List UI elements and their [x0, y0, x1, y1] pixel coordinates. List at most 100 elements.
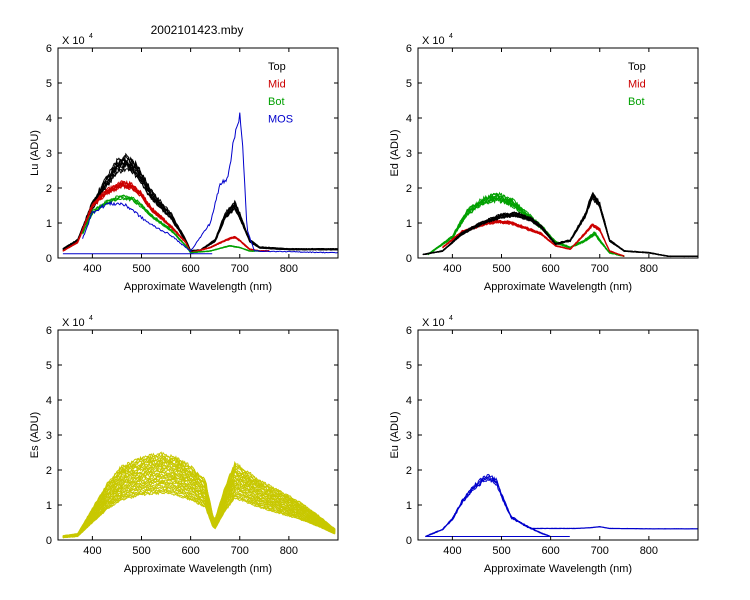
es-y-tick-label: 5 — [46, 360, 52, 372]
ed-y-multiplier: X 10 — [422, 35, 445, 47]
es-plot-area — [62, 451, 336, 539]
eu-series-eu-line — [425, 473, 551, 537]
ed-y-tick-label: 5 — [406, 78, 412, 90]
lu-panel: 400 500 600 700 800 0 1 2 3 4 5 6 X 10 4 Approximate W… — [29, 33, 339, 293]
es-panel: 400 500 600 700 800 0 1 2 3 4 5 6 X 10 4 Approximate W… — [29, 315, 339, 575]
es-series-es-line — [62, 479, 336, 538]
lu-series-mid-line — [62, 181, 270, 254]
ed-series-bot-line — [427, 191, 625, 257]
es-x-tick-label: 600 — [181, 545, 199, 557]
ed-series-top-line — [422, 196, 698, 258]
es-y-axis-label: Es (ADU) — [29, 412, 41, 458]
eu-plot-area — [425, 473, 698, 538]
lu-x-tick-label: 600 — [181, 263, 199, 275]
ed-y-tick-label: 3 — [406, 148, 412, 160]
ed-panel: 400 500 600 700 800 0 1 2 3 4 5 6 X 10 4 Approximate W… — [389, 33, 699, 293]
es-x-tick-label: 700 — [231, 545, 249, 557]
lu-series-mid-line — [62, 184, 270, 254]
ed-series-bot-line — [427, 193, 625, 257]
eu-y-tick-label: 5 — [406, 360, 412, 372]
lu-legend-mos: MOS — [268, 114, 293, 126]
ed-y-tick-label: 6 — [406, 43, 412, 55]
lu-x-tick-label: 400 — [83, 263, 101, 275]
ed-plot-area — [422, 191, 698, 258]
es-series-es-line — [62, 480, 336, 538]
es-x-tick-label: 500 — [132, 545, 150, 557]
eu-y-tick-label: 0 — [406, 535, 412, 547]
ed-x-tick-label: 700 — [591, 263, 609, 275]
eu-y-tick-label: 3 — [406, 430, 412, 442]
lu-y-tick-label: 3 — [46, 148, 52, 160]
es-series-es-line — [62, 475, 336, 538]
lu-series-top-line — [62, 163, 338, 252]
lu-series-bot-line — [82, 194, 260, 254]
lu-y-tick-label: 0 — [46, 253, 52, 265]
lu-y-multiplier-exponent: 4 — [89, 33, 93, 40]
eu-y-multiplier: X 10 — [422, 317, 445, 329]
lu-plot-area — [62, 112, 338, 255]
lu-y-tick-label: 1 — [46, 218, 52, 230]
lu-series-mid-line — [62, 184, 270, 254]
ed-series-top-line — [422, 191, 698, 257]
es-series-es-line — [62, 487, 336, 539]
ed-y-axis-label: Ed (ADU) — [389, 129, 401, 176]
es-series-es-line — [62, 466, 336, 538]
lu-axes-frame — [57, 47, 339, 259]
eu-x-axis-label: Approximate Wavelength (nm) — [484, 563, 632, 575]
eu-y-tick-label: 2 — [406, 465, 412, 477]
ed-x-tick-label: 800 — [640, 263, 658, 275]
ed-y-tick-label: 4 — [406, 113, 412, 125]
es-x-axis-label: Approximate Wavelength (nm) — [124, 563, 272, 575]
lu-series-mid-line — [62, 179, 270, 254]
lu-series-mid-line — [62, 184, 270, 254]
ed-series-top-line — [422, 197, 698, 258]
es-y-tick-label: 4 — [46, 395, 52, 407]
lu-x-tick-label: 800 — [280, 263, 298, 275]
lu-series-mid-line — [62, 183, 270, 254]
lu-series-mid-line — [62, 181, 270, 254]
lu-series-mos-line — [82, 112, 338, 254]
es-x-tick-label: 400 — [83, 545, 101, 557]
eu-y-tick-label: 1 — [406, 500, 412, 512]
es-y-tick-label: 3 — [46, 430, 52, 442]
lu-y-multiplier: X 10 — [62, 35, 85, 47]
lu-y-tick-label: 2 — [46, 183, 52, 195]
eu-x-tick-label: 600 — [541, 545, 559, 557]
es-y-tick-label: 2 — [46, 465, 52, 477]
lu-legend-mid: Mid — [268, 79, 286, 91]
eu-y-axis-label: Eu (ADU) — [389, 411, 401, 458]
lu-legend-bot: Bot — [268, 96, 285, 108]
lu-y-tick-label: 4 — [46, 113, 52, 125]
eu-panel: 400 500 600 700 800 0 1 2 3 4 5 6 X 10 4 Approximate W… — [389, 315, 699, 575]
eu-y-tick-label: 6 — [406, 325, 412, 337]
eu-series-eu-red-line — [530, 525, 698, 530]
es-y-tick-label: 1 — [46, 500, 52, 512]
es-series-es-line — [62, 489, 336, 539]
lu-x-tick-label: 700 — [231, 263, 249, 275]
ed-x-axis-label: Approximate Wavelength (nm) — [484, 281, 632, 293]
lu-series-mid-line — [62, 182, 270, 254]
ed-x-tick-label: 400 — [443, 263, 461, 275]
ed-legend-top: Top — [628, 61, 646, 73]
es-y-tick-label: 6 — [46, 325, 52, 337]
es-series-es-line — [62, 484, 336, 538]
ed-y-tick-label: 0 — [406, 253, 412, 265]
ed-y-multiplier-exponent: 4 — [449, 33, 453, 40]
es-series-es-line — [62, 472, 336, 538]
es-x-tick-label: 800 — [280, 545, 298, 557]
lu-x-tick-label: 500 — [132, 263, 150, 275]
es-y-tick-label: 0 — [46, 535, 52, 547]
lu-y-tick-label: 5 — [46, 78, 52, 90]
ed-x-tick-label: 500 — [492, 263, 510, 275]
eu-x-tick-label: 400 — [443, 545, 461, 557]
lu-x-axis-label: Approximate Wavelength (nm) — [124, 281, 272, 293]
lu-legend-top: Top — [268, 61, 286, 73]
eu-x-tick-label: 800 — [640, 545, 658, 557]
es-y-multiplier-exponent: 4 — [89, 315, 93, 322]
ed-y-tick-label: 2 — [406, 183, 412, 195]
es-y-multiplier: X 10 — [62, 317, 85, 329]
ed-x-tick-label: 600 — [541, 263, 559, 275]
eu-axes-frame — [417, 329, 699, 541]
ed-y-tick-label: 1 — [406, 218, 412, 230]
